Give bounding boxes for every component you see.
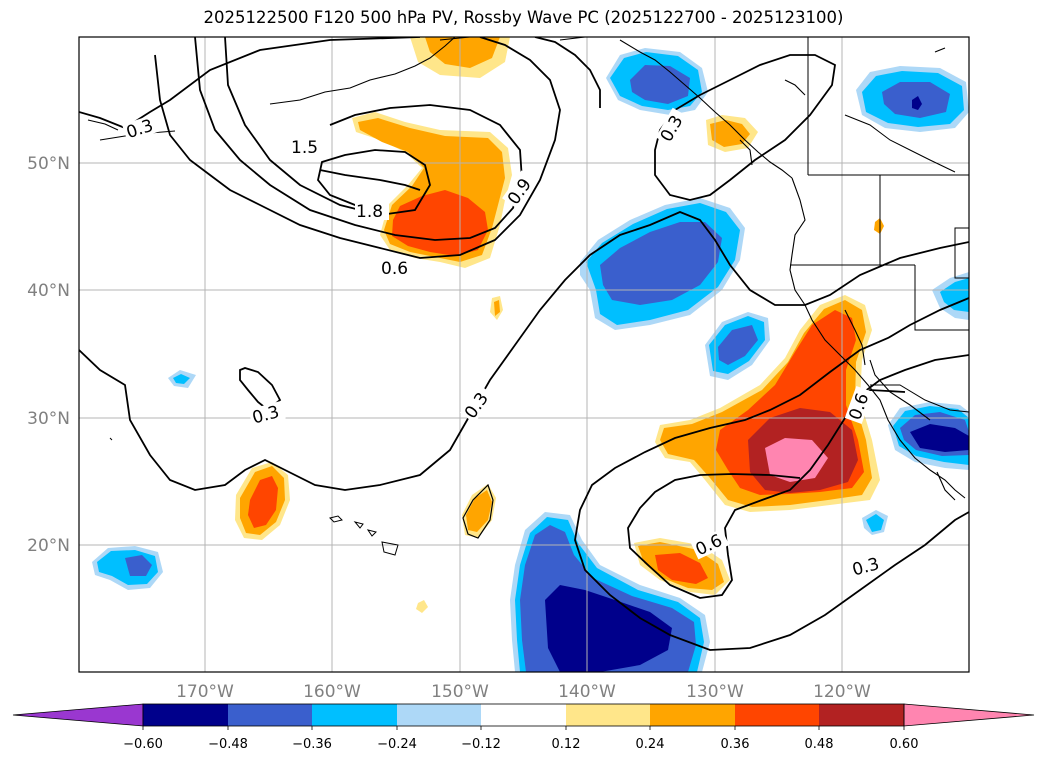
- positive-anomaly-shading: [235, 37, 884, 613]
- colorbar-tick-label: −0.12: [461, 737, 501, 752]
- colorbar-segment: [228, 704, 312, 726]
- colorbar-tick-label: −0.48: [208, 737, 248, 752]
- colorbar-segment: [481, 704, 566, 726]
- contour-label: 1.5: [291, 138, 318, 158]
- graticule: [79, 37, 969, 672]
- anomaly-blob: [425, 37, 500, 68]
- anomaly-blob: [874, 218, 884, 234]
- lon-label: 120°W: [813, 682, 871, 702]
- colorbar-segment: [735, 704, 819, 726]
- colorbar-tick-label: 0.48: [805, 737, 834, 752]
- anomaly-blob: [630, 65, 690, 104]
- anomaly-blob: [248, 476, 278, 528]
- longitude-labels: 170°W 160°W 150°W 140°W 130°W 120°W: [176, 682, 871, 702]
- negative-anomaly-shading: [92, 48, 969, 672]
- colorbar-tick-label: 0.36: [721, 737, 750, 752]
- latitude-labels: 50°N 40°N 30°N 20°N: [27, 154, 70, 556]
- anomaly-blob: [912, 96, 922, 110]
- anomaly-blob: [866, 514, 884, 532]
- lon-label: 150°W: [431, 682, 489, 702]
- islands: [109, 437, 399, 556]
- anomaly-blob: [466, 490, 492, 532]
- anomaly-blob: [940, 278, 969, 312]
- map-panel: 0.3 1.5 1.8 0.6 0.9 0.3 0.3 0.6 0.6 0.3 …: [79, 37, 969, 672]
- contour-line: [79, 37, 421, 130]
- contour-label: 1.8: [356, 202, 383, 222]
- lat-label: 20°N: [27, 536, 70, 556]
- lat-label: 30°N: [27, 409, 70, 429]
- coastlines: [87, 37, 966, 501]
- lon-label: 160°W: [303, 682, 361, 702]
- contour-line: [654, 54, 836, 201]
- anomaly-blob: [125, 555, 152, 576]
- anomaly-blob: [416, 600, 428, 613]
- contour-line: [224, 37, 431, 216]
- colorbar-tick-label: 0.12: [552, 737, 581, 752]
- colorbar-extend-high: [903, 703, 1035, 727]
- colorbar-segment: [312, 704, 397, 726]
- anomaly-blob: [600, 222, 722, 305]
- anomaly-blob: [545, 585, 672, 672]
- colorbar-tick-label: −0.60: [123, 737, 163, 752]
- contour-line: [194, 37, 523, 241]
- anomaly-blob: [655, 553, 708, 584]
- contour-line: [154, 37, 561, 259]
- lon-label: 170°W: [176, 682, 234, 702]
- map-frame: [78, 36, 970, 673]
- colorbar-segment: [650, 704, 735, 726]
- contour-line: [574, 297, 969, 651]
- colorbar: −0.60 −0.48 −0.36 −0.24 −0.12 0.12 0.24 …: [12, 703, 1035, 752]
- anomaly-blob: [910, 424, 969, 452]
- contour-line: [319, 169, 421, 191]
- anomaly-blob: [494, 300, 500, 316]
- contour-line: [462, 483, 494, 539]
- colorbar-tick-label: −0.24: [377, 737, 417, 752]
- country-borders: [790, 37, 969, 413]
- anomaly-blob: [173, 374, 190, 384]
- colorbar-segment: [819, 704, 904, 726]
- lat-label: 40°N: [27, 281, 70, 301]
- contour-line: [534, 37, 601, 108]
- contour-line: [79, 211, 969, 491]
- colorbar-tick-label: 0.60: [890, 737, 919, 752]
- colorbar-segment: [143, 704, 228, 726]
- colorbar-segment: [397, 704, 481, 726]
- lon-label: 130°W: [686, 682, 744, 702]
- colorbar-tick-label: 0.24: [636, 737, 665, 752]
- contour-label: 0.6: [381, 259, 408, 279]
- map-title: 2025122500 F120 500 hPa PV, Rossby Wave …: [203, 8, 844, 27]
- colorbar-extend-low: [12, 703, 144, 727]
- colorbar-segment: [566, 704, 650, 726]
- lat-label: 50°N: [27, 154, 70, 174]
- anomaly-blob: [392, 190, 488, 256]
- anomaly-blob: [765, 438, 828, 482]
- colorbar-tick-label: −0.36: [292, 737, 332, 752]
- anomaly-blob: [718, 325, 758, 365]
- lon-label: 140°W: [558, 682, 616, 702]
